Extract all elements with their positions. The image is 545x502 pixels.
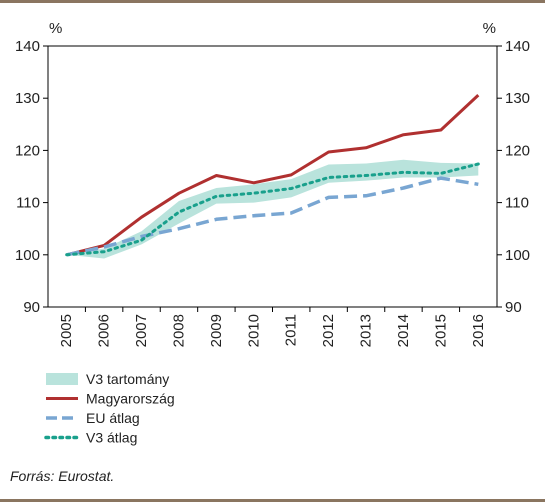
legend-label: V3 tartomány — [86, 371, 169, 387]
series-line-1 — [66, 176, 479, 257]
x-tick-label: 2005 — [58, 314, 75, 347]
legend-label: V3 átlag — [86, 430, 137, 446]
legend: V3 tartomány Magyarország EU átlag V3 átlag — [44, 371, 175, 446]
x-tick-label: 2015 — [432, 314, 449, 347]
x-tick-label: 2016 — [470, 314, 487, 347]
x-tick-label: 2011 — [283, 314, 300, 346]
series-line-2 — [65, 162, 480, 257]
y-tick-label-right: 140 — [505, 38, 530, 55]
y-tick-label-left: 90 — [23, 299, 40, 316]
y-tick-label-left: 110 — [16, 195, 40, 212]
line-chart: 90 90 100 100 110 110 120 120 130 130 140 140% % 2005… — [15, 20, 530, 446]
source-note: Forrás: Eurostat. — [10, 468, 115, 484]
legend-swatch-band — [46, 373, 78, 385]
series-layer — [65, 94, 480, 257]
y-tick-label-left: 100 — [15, 247, 40, 264]
y-tick-label-right: 120 — [505, 142, 530, 159]
y-tick-label-right: 100 — [505, 247, 530, 264]
frame-top-border — [0, 0, 545, 3]
x-tick-label: 2010 — [245, 314, 262, 347]
x-tick-label: 2009 — [208, 314, 225, 347]
x-tick-label: 2006 — [96, 314, 113, 347]
legend-label: EU átlag — [86, 410, 140, 426]
x-tick-label: 2014 — [395, 314, 412, 347]
y-unit-right: % — [483, 20, 496, 37]
series-line-0 — [66, 94, 480, 257]
band-area-v3-range — [66, 159, 479, 259]
y-tick-label-left: 120 — [15, 142, 40, 159]
y-tick-label-right: 110 — [505, 195, 529, 212]
y-tick-label-right: 130 — [505, 90, 530, 107]
band-layer — [66, 159, 479, 259]
x-tick-label: 2008 — [170, 314, 187, 347]
x-tick-label: 2012 — [320, 314, 337, 347]
y-tick-label-right: 90 — [505, 299, 522, 316]
y-tick-label-left: 140 — [15, 38, 40, 55]
axes-layer: 90 90 100 100 110 110 120 120 130 130 140 140% % 2005… — [15, 20, 530, 347]
x-tick-label: 2013 — [358, 314, 375, 347]
y-tick-label-left: 130 — [15, 90, 40, 107]
frame-bottom-border — [0, 499, 545, 502]
x-tick-label: 2007 — [133, 314, 150, 347]
legend-label: Magyarország — [86, 391, 175, 407]
y-unit-left: % — [49, 20, 62, 37]
